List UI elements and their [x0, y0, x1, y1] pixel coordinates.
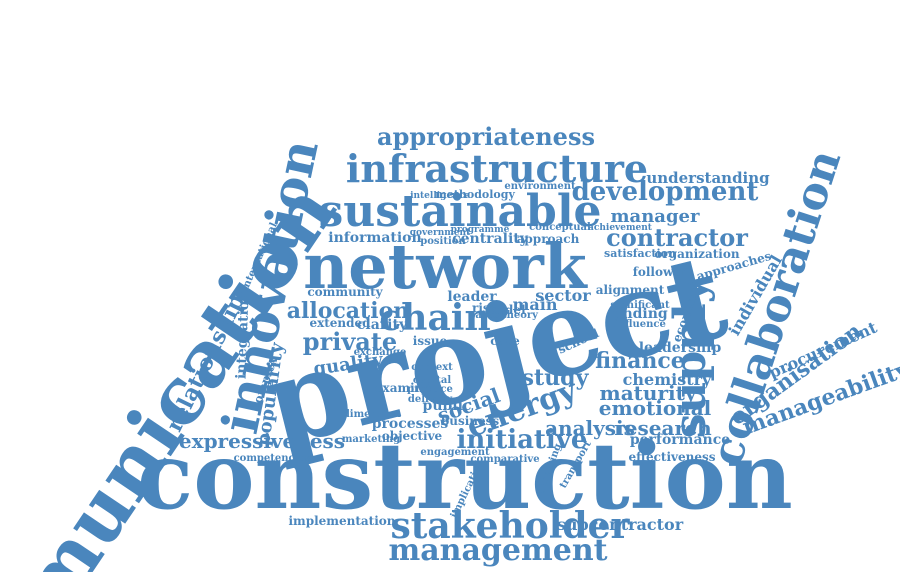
word-main: main	[512, 295, 557, 314]
word-marketing: marketing	[342, 434, 400, 445]
word-position: position	[420, 236, 466, 247]
word-practice: practice	[407, 384, 453, 395]
word-dimension: dimension	[343, 409, 402, 420]
word-community: community	[307, 285, 383, 299]
word-research: research	[614, 416, 712, 440]
word-case: case	[490, 334, 520, 348]
word-methodology: methodology	[435, 188, 515, 201]
word-model: model	[484, 303, 526, 317]
word-environment: environment	[504, 181, 576, 192]
word-stakeholder: stakeholder	[391, 505, 631, 547]
word-private: private	[303, 327, 397, 356]
word-infrastructure: infrastructure	[346, 146, 648, 191]
word-extended: extended	[309, 316, 371, 330]
word-appropriateness: appropriateness	[377, 122, 595, 151]
word-satisfaction: satisfaction	[604, 247, 676, 260]
word-information: information	[328, 230, 421, 246]
word-exchange: exchange	[354, 347, 407, 358]
word-approach: approach	[517, 232, 580, 246]
word-sector: sector	[535, 286, 591, 305]
word-performance: performance	[630, 432, 730, 448]
word-objective: objective	[382, 429, 443, 443]
word-supply: supply	[665, 276, 716, 438]
word-construction: construction	[137, 422, 793, 530]
word-competencies: competencies	[234, 453, 311, 464]
word-comparative: comparative	[470, 454, 539, 465]
word-government: government	[410, 228, 471, 238]
word-programme: programme	[451, 225, 510, 235]
word-capital: capital	[413, 375, 451, 386]
word-development: development	[572, 177, 759, 207]
word-network: network	[303, 230, 589, 303]
word-organization: organization	[654, 247, 739, 261]
word-conceptual: conceptual	[529, 222, 591, 233]
word-initiative: initiative	[457, 425, 588, 455]
word-engagement: engagement	[420, 447, 490, 458]
word-finance: finance	[595, 348, 685, 374]
word-influence: influence	[614, 319, 666, 330]
word-maturity: maturity	[600, 381, 698, 405]
word-subcontractor: subcontractor	[557, 515, 684, 534]
word-analysis: analysis	[545, 416, 635, 440]
word-sustainable: sustainable	[318, 186, 601, 237]
word-alignment: alignment	[596, 283, 665, 297]
word-processes: processes	[372, 416, 449, 432]
word-context: context	[411, 362, 453, 373]
word-theory: theory	[502, 310, 539, 321]
word-effectiveness: effectiveness	[628, 450, 715, 464]
word-public: public	[423, 398, 472, 414]
word-achievement: achievement	[588, 223, 653, 233]
word-follower: follower	[633, 265, 688, 279]
word-manager: manager	[611, 206, 700, 227]
word-allocation: allocation	[287, 298, 409, 324]
word-chemistry: chemistry	[623, 370, 712, 389]
word-management: management	[389, 533, 608, 568]
word-emotional: emotional	[599, 396, 712, 420]
word-cloud-words: communicationprojectconstructionnetworks…	[0, 122, 900, 572]
word-chain: chain	[379, 297, 490, 339]
word-integration: integration	[233, 290, 252, 379]
word-business: business	[441, 414, 500, 428]
word-risk: risk	[472, 301, 499, 315]
word-clarity: clarity	[357, 317, 408, 333]
word-leadership: leadership	[639, 340, 722, 356]
word-intelligence: intelligence	[410, 191, 470, 201]
word-study: study	[522, 365, 590, 391]
word-centrality: centrality	[452, 231, 529, 247]
word-delivery: delivery	[408, 394, 453, 405]
word-implementation: implementation	[288, 514, 395, 528]
word-significant: significant	[610, 300, 670, 311]
word-contractor: contractor	[606, 223, 748, 252]
word-issue: issue	[413, 334, 448, 348]
word-leader: leader	[447, 289, 497, 305]
word-examine: examine	[375, 381, 432, 395]
word-finding: finding	[612, 306, 668, 322]
word-actor: actor	[475, 310, 505, 321]
word-expressiveness: expressiveness	[179, 429, 345, 453]
word-understanding: understanding	[646, 169, 770, 187]
